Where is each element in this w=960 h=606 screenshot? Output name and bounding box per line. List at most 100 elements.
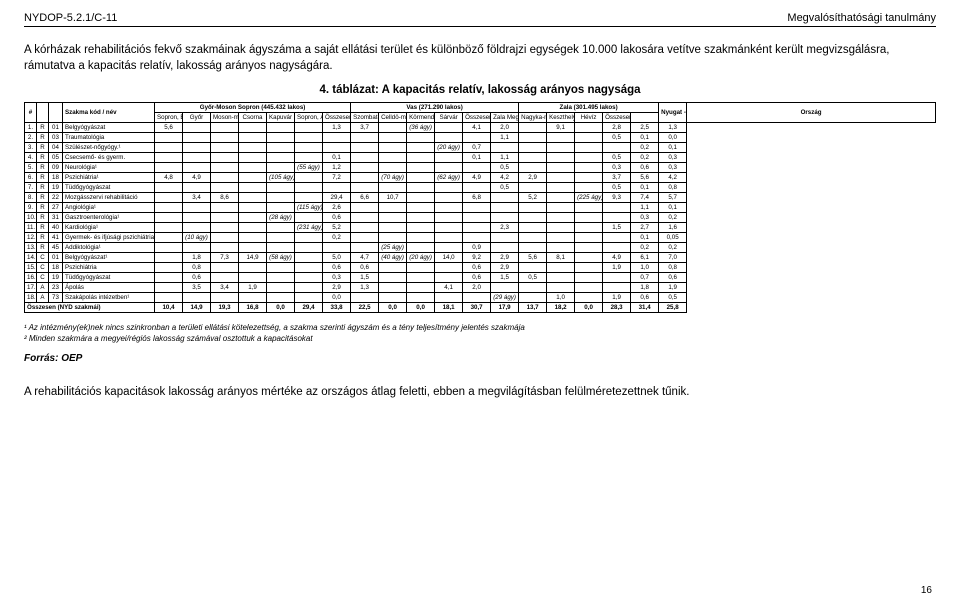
table-cell [407, 283, 435, 293]
table-cell: 0,3 [323, 273, 351, 283]
table-cell: 3. [25, 143, 37, 153]
table-cell: 0,2 [631, 153, 659, 163]
table-cell [239, 203, 267, 213]
totals-cell: 14,9 [183, 303, 211, 313]
table-cell: 01 [49, 123, 63, 133]
table-row: 6.R18Pszichiátria¹4,84,9(105 ágy)7,2(70 … [25, 173, 936, 183]
table-cell [351, 213, 379, 223]
table-cell [211, 293, 239, 303]
table-cell: R [37, 193, 49, 203]
table-cell [351, 233, 379, 243]
table-cell: 0,5 [603, 133, 631, 143]
table-cell: R [37, 153, 49, 163]
table-cell [435, 293, 463, 303]
totals-cell: 19,3 [211, 303, 239, 313]
table-cell: Kardiológia¹ [63, 223, 155, 233]
table-cell: Neurológia¹ [63, 163, 155, 173]
table-cell [239, 213, 267, 223]
table-cell [351, 203, 379, 213]
table-cell [407, 203, 435, 213]
table-cell [603, 213, 631, 223]
capacity-table: #Szakma kód / névGyőr-Moson Sopron (445.… [24, 102, 936, 313]
table-cell: 0,1 [659, 203, 687, 213]
header-cell: Összesen² [603, 113, 631, 123]
table-cell: 12. [25, 233, 37, 243]
table-cell [183, 183, 211, 193]
table-cell [491, 203, 519, 213]
table-cell [407, 153, 435, 163]
table-cell: 1,3 [659, 123, 687, 133]
table-cell [351, 153, 379, 163]
region-group-header: Zala (301.495 lakos) [519, 103, 659, 113]
table-row: 13.R45Addiktológia¹(25 ágy)0,90,20,2 [25, 243, 936, 253]
table-cell [295, 273, 323, 283]
table-row: 1.R01Belgyógyászat5,61,33,7(36 ágy)4,12,… [25, 123, 936, 133]
table-cell [351, 143, 379, 153]
table-cell: (115 ágy) [295, 203, 323, 213]
table-cell [463, 233, 491, 243]
table-cell: 0,7 [631, 273, 659, 283]
table-cell [407, 133, 435, 143]
totals-cell: 25,8 [659, 303, 687, 313]
header-cell: Csorna [239, 113, 267, 123]
table-cell: 7,2 [323, 173, 351, 183]
table-cell: Tüdőgyógyászat [63, 183, 155, 193]
totals-cell: 18,1 [435, 303, 463, 313]
table-cell [435, 273, 463, 283]
table-cell [547, 243, 575, 253]
table-cell [239, 153, 267, 163]
table-cell [519, 283, 547, 293]
table-cell: 3,7 [351, 123, 379, 133]
table-cell [379, 203, 407, 213]
table-cell [547, 273, 575, 283]
table-row: 16.C19Tüdőgyógyászat0,60,31,50,61,50,50,… [25, 273, 936, 283]
table-cell [379, 283, 407, 293]
table-cell: 19 [49, 273, 63, 283]
table-cell: (29 ágy) [491, 293, 519, 303]
table-row: 12.R41Gyermek- és ifjúsági pszichiátria¹… [25, 233, 936, 243]
table-cell: 2,7 [631, 223, 659, 233]
table-cell: 4,9 [603, 253, 631, 263]
table-cell [407, 183, 435, 193]
table-cell [295, 263, 323, 273]
table-cell: (10 ágy) [183, 233, 211, 243]
table-cell: 0,0 [323, 293, 351, 303]
table-cell: 7,3 [211, 253, 239, 263]
table-cell: Gasztroenterológia¹ [63, 213, 155, 223]
table-cell [435, 183, 463, 193]
table-cell [407, 243, 435, 253]
table-cell: 4,1 [435, 283, 463, 293]
table-cell [295, 153, 323, 163]
region-group-header: Győr-Moson Sopron (445.432 lakos) [155, 103, 351, 113]
table-cell [519, 203, 547, 213]
table-cell [155, 253, 183, 263]
table-cell: 2. [25, 133, 37, 143]
table-cell [267, 273, 295, 283]
table-cell [379, 133, 407, 143]
table-cell: 0,1 [631, 133, 659, 143]
table-row: 2.R03Traumatológia1,10,50,10,0 [25, 133, 936, 143]
table-cell: 0,5 [519, 273, 547, 283]
header-cell [37, 103, 49, 123]
table-title: 4. táblázat: A kapacitás relatív, lakoss… [24, 84, 936, 96]
table-cell: Belgyógyászat¹ [63, 253, 155, 263]
header-cell: Összesen² [463, 113, 491, 123]
table-cell [491, 283, 519, 293]
table-cell [603, 273, 631, 283]
table-cell: 18 [49, 173, 63, 183]
table-cell: R [37, 223, 49, 233]
table-cell [239, 193, 267, 203]
totals-cell: 10,4 [155, 303, 183, 313]
table-cell [435, 223, 463, 233]
table-cell [183, 223, 211, 233]
table-cell: 0,2 [659, 243, 687, 253]
table-cell [463, 203, 491, 213]
totals-cell: 30,7 [463, 303, 491, 313]
table-cell [519, 243, 547, 253]
table-cell [295, 173, 323, 183]
totals-cell: 0,0 [267, 303, 295, 313]
table-cell [603, 203, 631, 213]
table-cell: Csecsemő- és gyerm. [63, 153, 155, 163]
table-row: 11.R40Kardiológia¹(231 ágy)5,22,31,52,71… [25, 223, 936, 233]
table-cell: 5,0 [323, 253, 351, 263]
